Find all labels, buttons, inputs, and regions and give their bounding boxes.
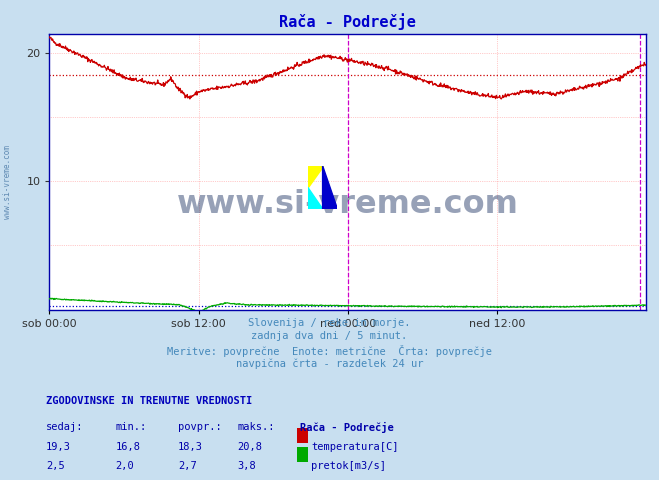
Text: sedaj:: sedaj: xyxy=(46,422,84,432)
Text: pretok[m3/s]: pretok[m3/s] xyxy=(311,461,386,471)
Text: Rača - Podrečje: Rača - Podrečje xyxy=(300,422,393,433)
Polygon shape xyxy=(308,187,323,209)
Text: 20,8: 20,8 xyxy=(237,442,262,452)
Text: 18,3: 18,3 xyxy=(178,442,203,452)
Polygon shape xyxy=(323,166,337,209)
Text: 16,8: 16,8 xyxy=(115,442,140,452)
Title: Rača - Podrečje: Rača - Podrečje xyxy=(279,13,416,30)
Text: Meritve: povprečne  Enote: metrične  Črta: povprečje: Meritve: povprečne Enote: metrične Črta:… xyxy=(167,345,492,357)
Text: navpična črta - razdelek 24 ur: navpična črta - razdelek 24 ur xyxy=(236,358,423,369)
Text: povpr.:: povpr.: xyxy=(178,422,221,432)
Text: www.si-vreme.com: www.si-vreme.com xyxy=(177,189,519,220)
Text: Slovenija / reke in morje.: Slovenija / reke in morje. xyxy=(248,318,411,328)
Text: 2,5: 2,5 xyxy=(46,461,65,471)
Text: 2,7: 2,7 xyxy=(178,461,196,471)
Text: maks.:: maks.: xyxy=(237,422,275,432)
Text: 2,0: 2,0 xyxy=(115,461,134,471)
Text: 3,8: 3,8 xyxy=(237,461,256,471)
Text: temperatura[C]: temperatura[C] xyxy=(311,442,399,452)
Text: 19,3: 19,3 xyxy=(46,442,71,452)
Text: zadnja dva dni / 5 minut.: zadnja dva dni / 5 minut. xyxy=(251,331,408,341)
Text: ZGODOVINSKE IN TRENUTNE VREDNOSTI: ZGODOVINSKE IN TRENUTNE VREDNOSTI xyxy=(46,396,252,406)
Polygon shape xyxy=(308,166,323,187)
Text: min.:: min.: xyxy=(115,422,146,432)
Text: www.si-vreme.com: www.si-vreme.com xyxy=(3,145,13,219)
